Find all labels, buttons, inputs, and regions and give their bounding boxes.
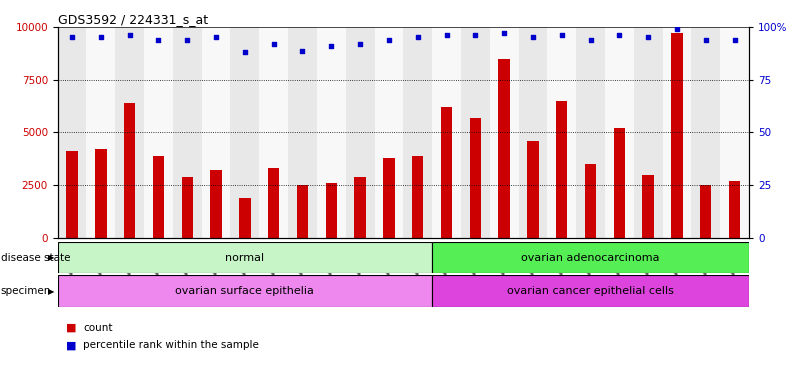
Bar	[268, 168, 280, 238]
Point	[152, 36, 165, 43]
Bar	[469, 118, 481, 238]
Bar	[585, 164, 596, 238]
Point	[728, 36, 741, 43]
Bar	[58, 242, 432, 273]
Bar	[432, 275, 749, 307]
Bar	[346, 27, 375, 238]
Bar	[547, 27, 576, 238]
Text: ■: ■	[66, 340, 76, 350]
Bar	[66, 152, 78, 238]
Bar	[317, 27, 346, 238]
Bar	[153, 156, 164, 238]
Text: normal: normal	[225, 253, 264, 263]
Bar	[671, 33, 682, 238]
Text: GDS3592 / 224331_s_at: GDS3592 / 224331_s_at	[58, 13, 207, 26]
Point	[642, 34, 654, 40]
Bar	[432, 27, 461, 238]
Point	[354, 41, 367, 47]
Bar	[173, 27, 202, 238]
Bar	[634, 27, 662, 238]
Point	[66, 34, 78, 40]
Point	[95, 34, 107, 40]
Bar	[700, 185, 711, 238]
Point	[325, 43, 338, 49]
Bar	[95, 149, 107, 238]
Bar	[182, 177, 193, 238]
Bar	[576, 27, 605, 238]
Bar	[144, 27, 173, 238]
Bar	[441, 107, 453, 238]
Point	[699, 36, 712, 43]
Bar	[58, 275, 432, 307]
Point	[440, 32, 453, 38]
Point	[181, 36, 194, 43]
Point	[584, 36, 597, 43]
Bar	[288, 27, 317, 238]
Bar	[729, 181, 740, 238]
Point	[210, 34, 223, 40]
Bar	[412, 156, 424, 238]
Point	[613, 32, 626, 38]
Bar	[325, 183, 337, 238]
Text: disease state: disease state	[1, 253, 70, 263]
Bar	[115, 27, 144, 238]
Text: ovarian surface epithelia: ovarian surface epithelia	[175, 286, 314, 296]
Bar	[239, 198, 251, 238]
Text: ■: ■	[66, 323, 76, 333]
Point	[268, 41, 280, 47]
Bar	[124, 103, 135, 238]
Bar	[461, 27, 489, 238]
Point	[497, 30, 510, 36]
Point	[555, 32, 568, 38]
Point	[526, 34, 539, 40]
Text: ovarian adenocarcinoma: ovarian adenocarcinoma	[521, 253, 660, 263]
Point	[383, 36, 396, 43]
Point	[123, 32, 136, 38]
Text: ▶: ▶	[48, 286, 54, 296]
Bar	[231, 27, 260, 238]
Bar	[527, 141, 539, 238]
Bar	[354, 177, 366, 238]
Point	[239, 49, 252, 55]
Bar	[260, 27, 288, 238]
Text: count: count	[83, 323, 113, 333]
Bar	[614, 128, 625, 238]
Point	[670, 26, 683, 32]
Bar	[691, 27, 720, 238]
Text: specimen: specimen	[1, 286, 51, 296]
Bar	[58, 27, 87, 238]
Bar	[662, 27, 691, 238]
Point	[296, 48, 309, 54]
Text: percentile rank within the sample: percentile rank within the sample	[83, 340, 260, 350]
Bar	[518, 27, 547, 238]
Bar	[720, 27, 749, 238]
Bar	[296, 185, 308, 238]
Bar	[211, 170, 222, 238]
Bar	[432, 242, 749, 273]
Bar	[375, 27, 403, 238]
Bar	[202, 27, 231, 238]
Bar	[556, 101, 567, 238]
Bar	[498, 58, 510, 238]
Bar	[642, 175, 654, 238]
Bar	[87, 27, 115, 238]
Point	[411, 34, 424, 40]
Bar	[383, 158, 395, 238]
Point	[469, 32, 481, 38]
Bar	[489, 27, 518, 238]
Text: ovarian cancer epithelial cells: ovarian cancer epithelial cells	[507, 286, 674, 296]
Bar	[403, 27, 432, 238]
Bar	[605, 27, 634, 238]
Text: ▶: ▶	[48, 253, 54, 262]
